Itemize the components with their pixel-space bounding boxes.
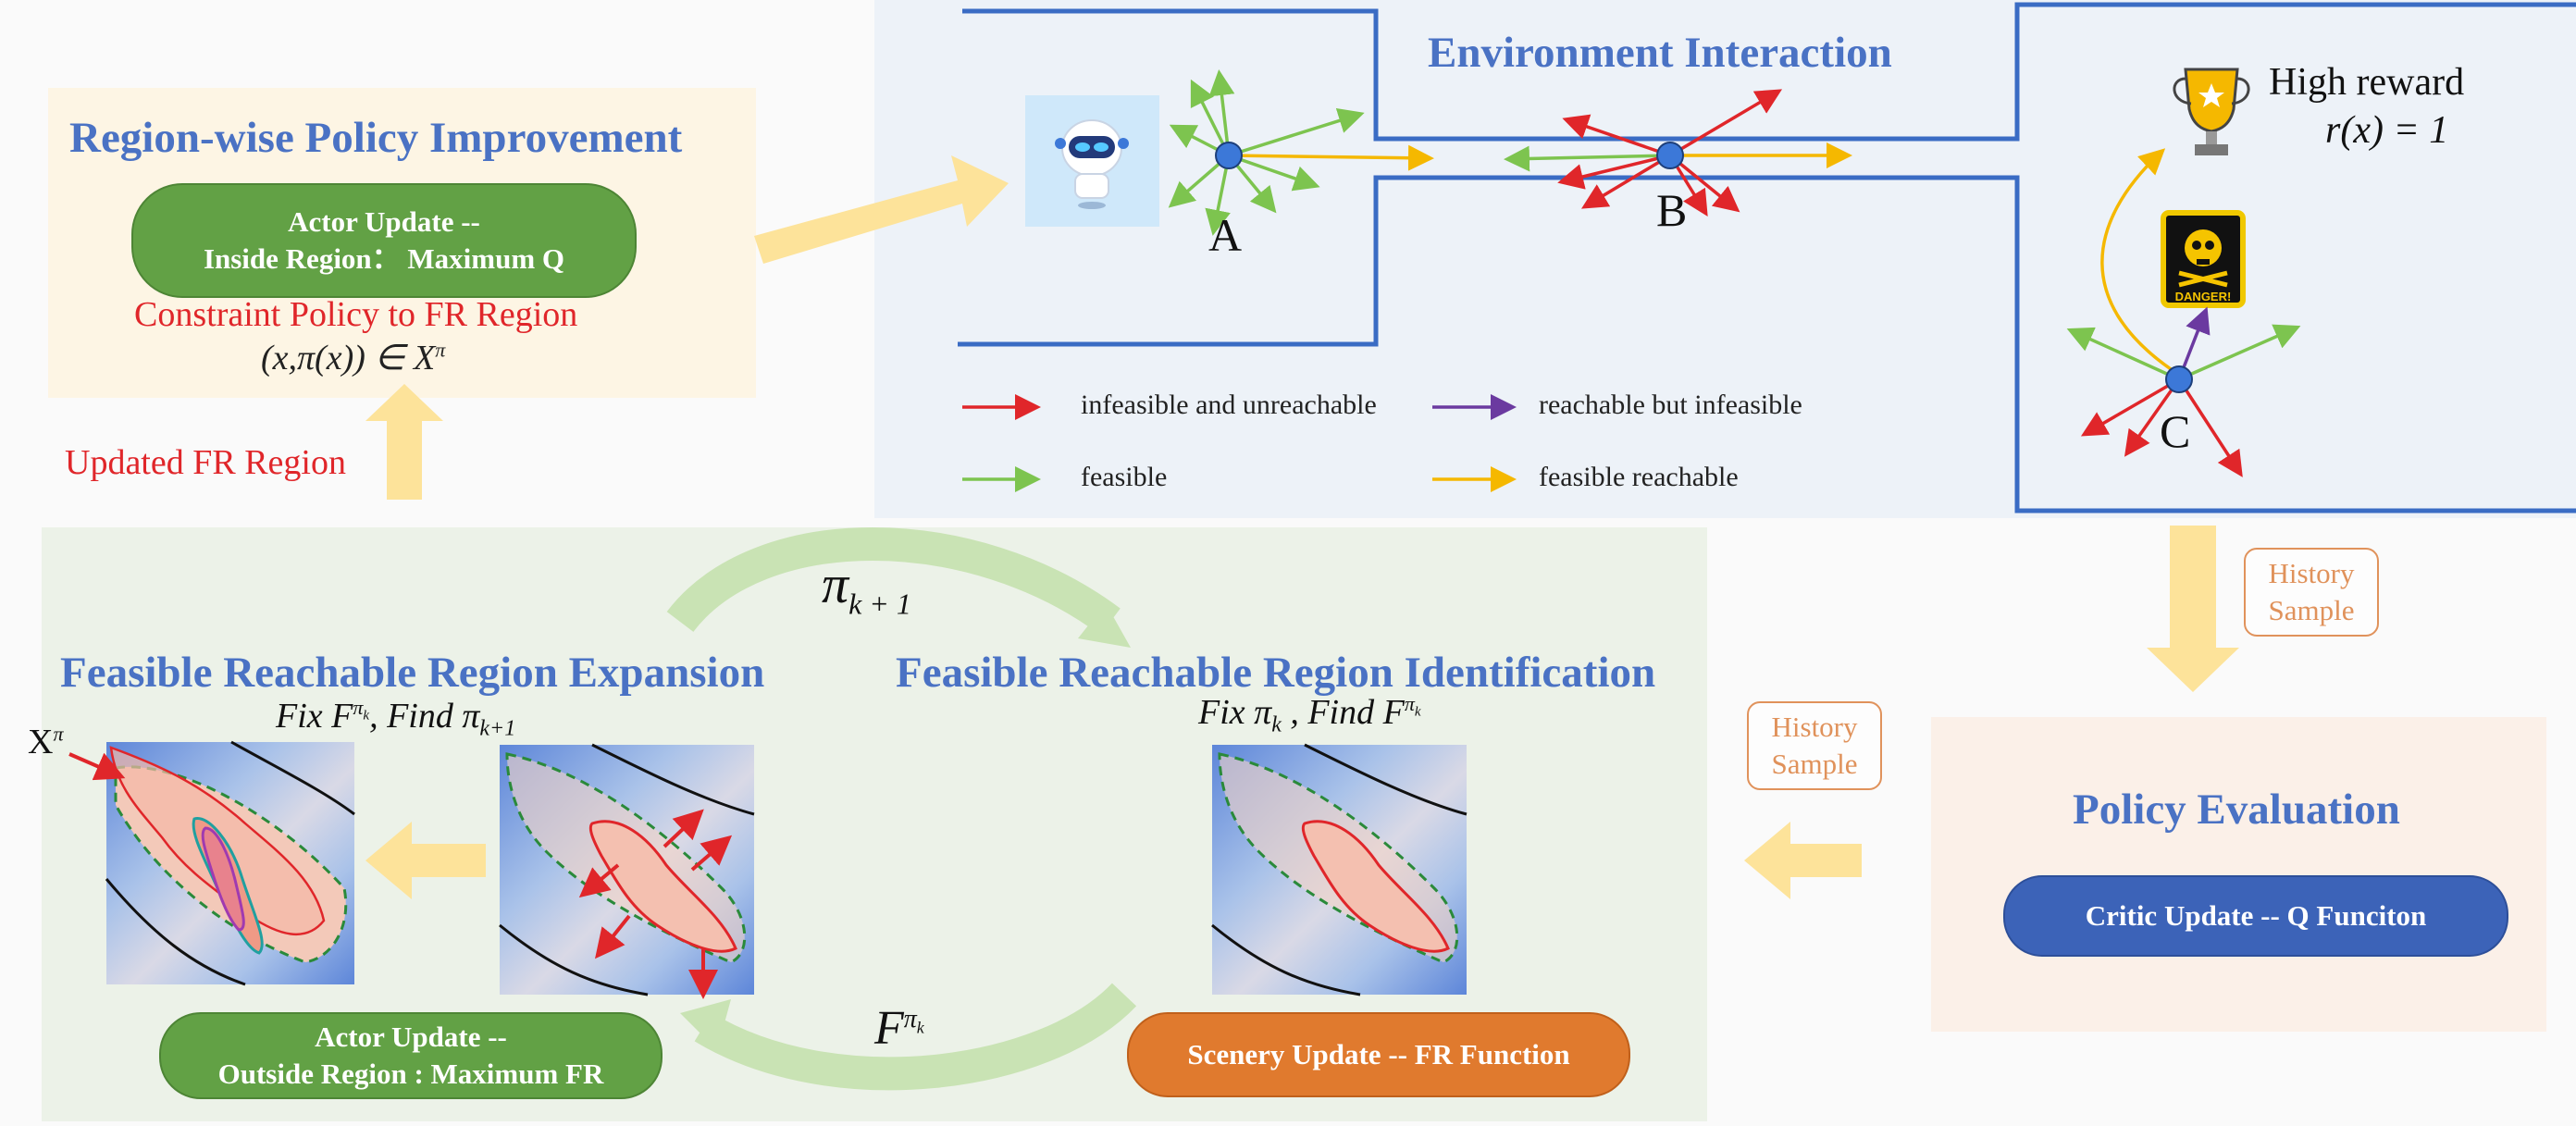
point-b <box>1657 142 1683 168</box>
loop-pi-label: πk + 1 <box>822 553 911 622</box>
reward-formula: r(x) = 1 <box>2325 108 2448 153</box>
actor-update-outside-pill[interactable]: Actor Update -- Outside Region : Maximum… <box>159 1012 663 1099</box>
history-sample-tag-right: History Sample <box>2244 548 2379 637</box>
actor-update-inside-pill[interactable]: Actor Update -- Inside Region： Maximum Q <box>131 183 637 298</box>
label-c: C <box>2160 404 2190 458</box>
heatmap-expansion-input <box>500 745 754 995</box>
identification-title: Feasible Reachable Region Identification <box>896 648 1655 698</box>
policy-evaluation-title: Policy Evaluation <box>2073 785 2400 835</box>
high-reward-label: High reward <box>2269 60 2464 105</box>
robot-icon <box>1025 95 1159 227</box>
heatmap-expansion-result <box>69 742 354 984</box>
legend-feasible-reachable: feasible reachable <box>1539 462 1739 493</box>
actor-update-inside-line1: Actor Update -- <box>288 204 480 241</box>
environment-title: Environment Interaction <box>1428 28 1892 78</box>
point-c <box>2166 366 2192 392</box>
actor-update-inside-line2: Inside Region： Maximum Q <box>204 241 564 278</box>
identification-subtitle: Fix πk , Find Fπk <box>1198 692 1421 738</box>
loop-f-label: Fπk <box>874 1001 924 1056</box>
region-policy-title: Region-wise Policy Improvement <box>69 113 682 163</box>
svg-text:DANGER!: DANGER! <box>2175 290 2232 303</box>
expansion-subtitle: Fix Fπk, Find πk+1 <box>276 696 515 742</box>
label-a: A <box>1208 208 1242 262</box>
expansion-title: Feasible Reachable Region Expansion <box>60 648 764 698</box>
label-b: B <box>1656 183 1687 237</box>
scenery-update-pill[interactable]: Scenery Update -- FR Function <box>1127 1012 1630 1097</box>
legend-infeasible-unreachable: infeasible and unreachable <box>1081 390 1377 421</box>
heatmap-identification <box>1212 745 1467 995</box>
point-a <box>1216 142 1242 168</box>
danger-sign-icon: DANGER! <box>2163 213 2243 305</box>
x-pi-label: Xπ <box>28 722 63 762</box>
legend-reachable-infeasible: reachable but infeasible <box>1539 390 1802 421</box>
constraint-policy-text: Constraint Policy to FR Region <box>134 294 577 335</box>
critic-update-pill[interactable]: Critic Update -- Q Funciton <box>2003 875 2508 957</box>
updated-fr-region-label: Updated FR Region <box>65 442 346 483</box>
legend-feasible: feasible <box>1081 462 1167 493</box>
constraint-formula: (x,π(x)) ∈ Xπ <box>261 337 445 378</box>
history-sample-tag-left: History Sample <box>1747 701 1882 790</box>
policy-evaluation-panel <box>1931 717 2546 1032</box>
